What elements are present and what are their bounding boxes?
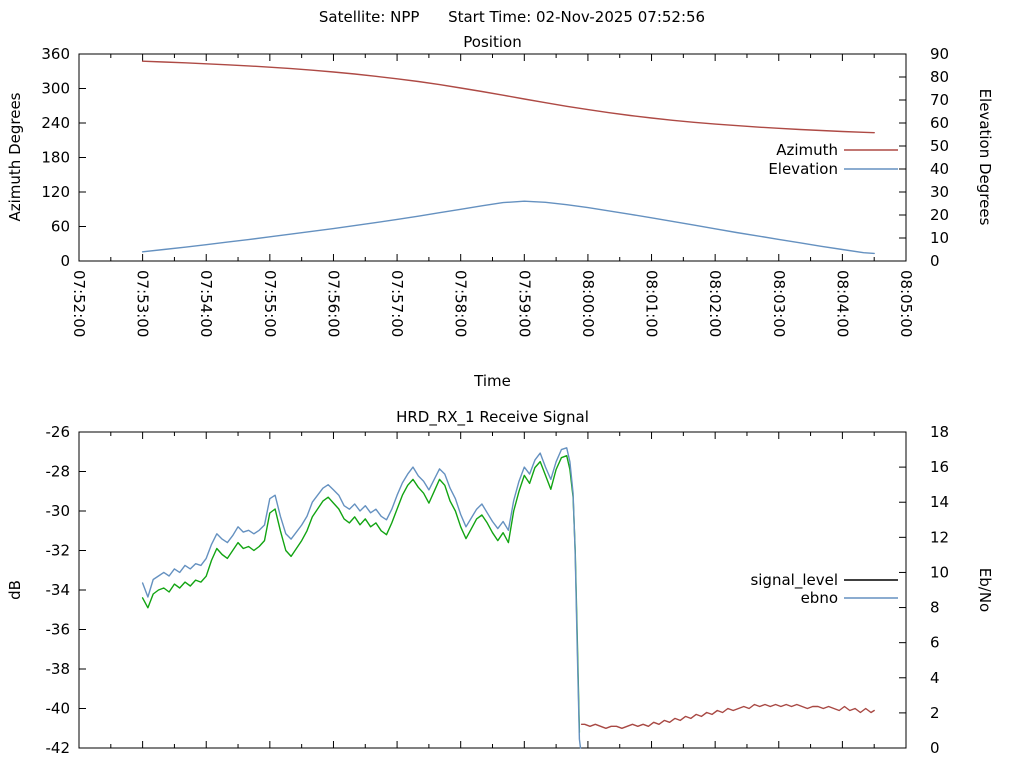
x-tick-label: 07:52:00	[70, 270, 88, 337]
y-right-tick-label: 30	[930, 183, 949, 201]
azimuth-axis-label: Azimuth Degrees	[6, 92, 24, 222]
y-right-tick-label: 0	[930, 252, 940, 270]
y-right-tick-label: 0	[930, 739, 940, 757]
legend-elevation-label: Elevation	[768, 160, 838, 178]
y-left-tick-label: 180	[41, 149, 70, 167]
ebno-line	[141, 447, 582, 749]
legend-signal-level-label: signal_level	[750, 571, 838, 589]
y-left-tick-label: -36	[46, 621, 71, 639]
y-left-tick-label: -32	[46, 542, 71, 560]
x-tick-label: 08:03:00	[770, 270, 788, 337]
ebno-axis-label: Eb/No	[976, 567, 994, 613]
x-tick-label: 08:04:00	[833, 270, 851, 337]
y-left-tick-label: -40	[46, 700, 71, 718]
x-tick-label: 07:59:00	[515, 270, 533, 337]
y-right-tick-label: 18	[930, 423, 949, 441]
y-right-tick-label: 60	[930, 114, 949, 132]
x-tick-label: 07:54:00	[197, 270, 215, 337]
y-left-tick-label: 240	[41, 114, 70, 132]
y-left-tick-label: -34	[46, 581, 71, 599]
y-right-tick-label: 8	[930, 599, 940, 617]
y-left-tick-label: 360	[41, 45, 70, 63]
main-title: Satellite: NPP Start Time: 02-Nov-2025 0…	[318, 8, 706, 26]
y-left-tick-label: 0	[60, 252, 70, 270]
y-left-tick-label: -42	[46, 739, 71, 757]
y-left-tick-label: 120	[41, 183, 70, 201]
y-left-tick-label: 300	[41, 80, 70, 98]
y-right-tick-label: 20	[930, 206, 949, 224]
elevation-axis-label: Elevation Degrees	[976, 88, 994, 226]
y-right-tick-label: 14	[930, 493, 949, 511]
y-right-tick-label: 90	[930, 45, 949, 63]
y-right-tick-label: 10	[930, 563, 949, 581]
y-left-tick-label: -38	[46, 660, 71, 678]
Elevation-line	[141, 200, 875, 255]
y-right-tick-label: 10	[930, 229, 949, 247]
y-left-tick-label: -30	[46, 502, 71, 520]
signal_level_unlocked-line	[580, 703, 875, 729]
legend-azimuth-label: Azimuth	[776, 141, 838, 159]
x-tick-label: 07:53:00	[134, 270, 152, 337]
x-tick-label: 07:57:00	[388, 270, 406, 337]
y-right-tick-label: 80	[930, 68, 949, 86]
y-left-tick-label: -28	[46, 463, 71, 481]
x-tick-label: 07:58:00	[452, 270, 470, 337]
y-left-tick-label: -26	[46, 423, 71, 441]
legend-ebno-label: ebno	[800, 589, 838, 607]
time-axis-label: Time	[474, 372, 511, 390]
y-right-tick-label: 4	[930, 669, 940, 687]
db-axis-label: dB	[6, 580, 24, 600]
y-right-tick-label: 2	[930, 704, 940, 722]
y-right-tick-label: 70	[930, 91, 949, 109]
x-tick-label: 07:55:00	[261, 270, 279, 337]
x-tick-label: 08:02:00	[706, 270, 724, 337]
x-tick-label: 07:56:00	[324, 270, 342, 337]
y-right-tick-label: 6	[930, 634, 940, 652]
Azimuth-line	[141, 60, 875, 134]
y-right-tick-label: 16	[930, 458, 949, 476]
y-right-tick-label: 40	[930, 160, 949, 178]
signal_level_locked-line	[141, 455, 581, 733]
receive-signal-chart-title: HRD_RX_1 Receive Signal	[396, 408, 589, 426]
position-chart-title: Position	[463, 33, 522, 51]
x-tick-label: 08:05:00	[897, 270, 915, 337]
y-right-tick-label: 12	[930, 528, 949, 546]
x-tick-label: 08:01:00	[643, 270, 661, 337]
x-tick-label: 08:00:00	[579, 270, 597, 337]
y-left-tick-label: 60	[51, 218, 70, 236]
y-right-tick-label: 50	[930, 137, 949, 155]
